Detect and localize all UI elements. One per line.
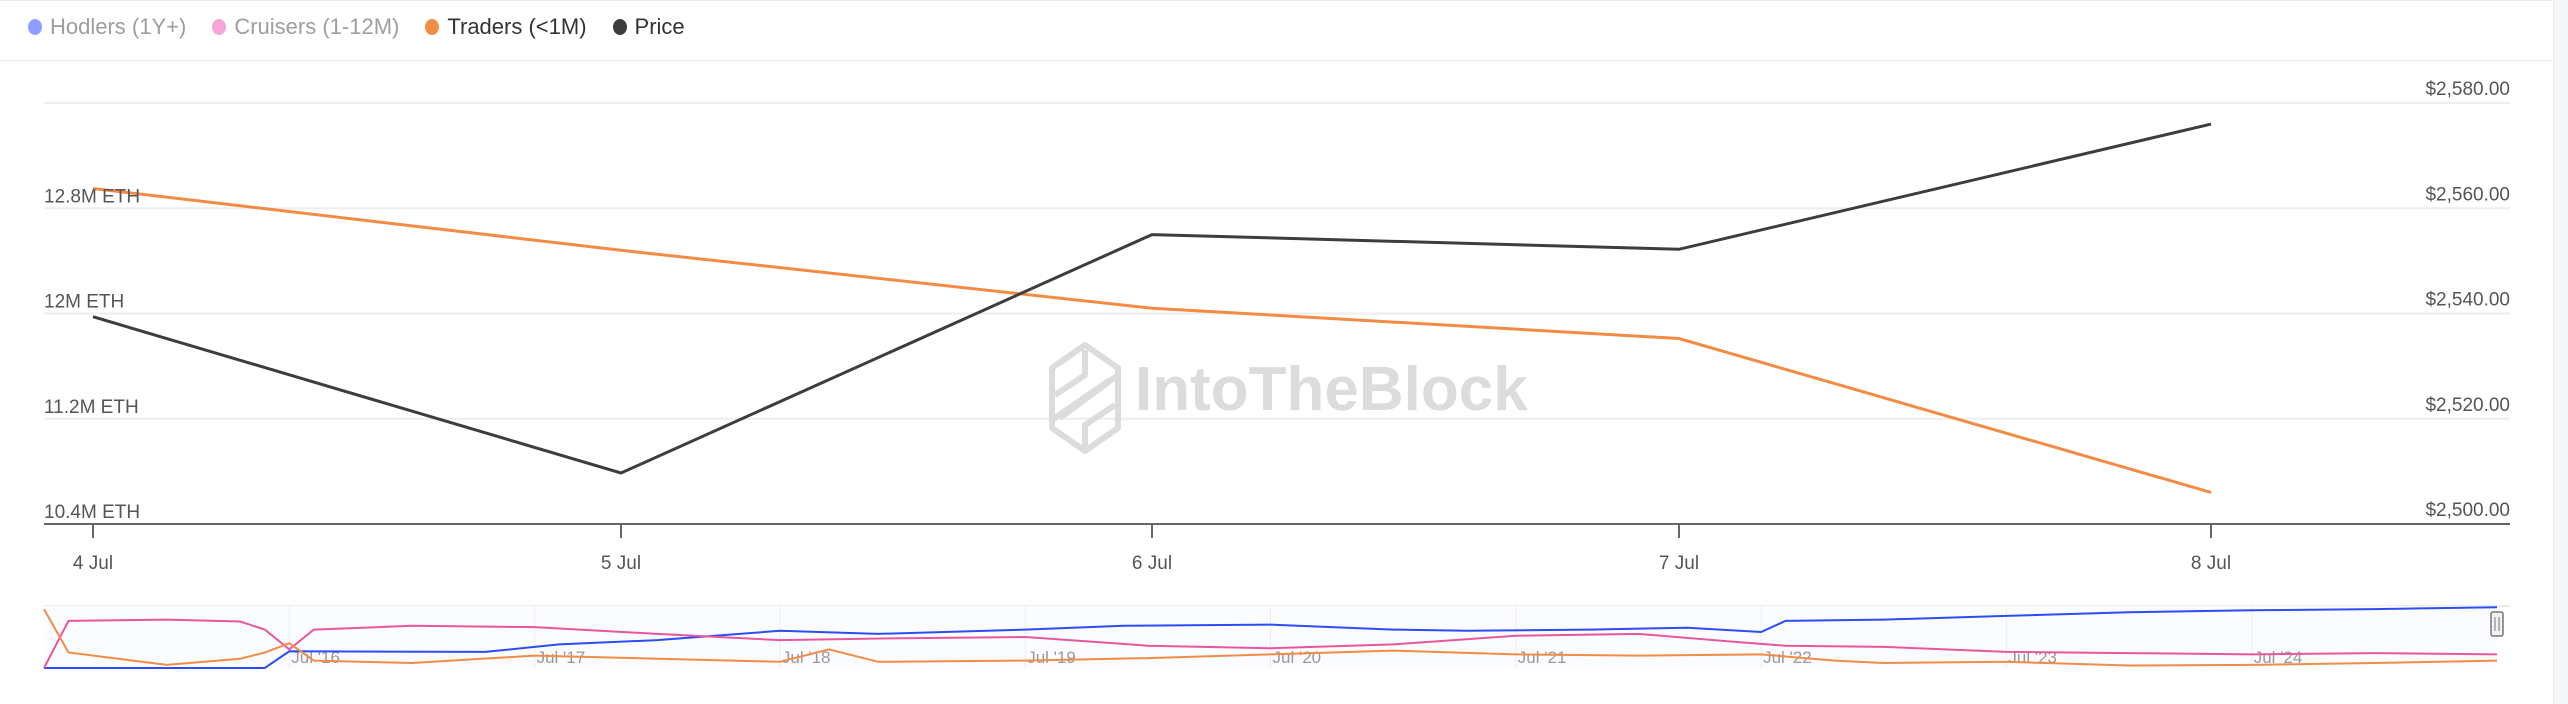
scrollbar-track[interactable]	[2553, 0, 2568, 704]
traders-dot-icon	[425, 19, 440, 35]
cruisers-dot-icon	[212, 19, 227, 35]
right-axis-label: $2,520.00	[2425, 395, 2510, 416]
navigator-label: Jul '20	[1273, 648, 1322, 667]
legend-item-hodlers[interactable]: Hodlers (1Y+)	[28, 14, 186, 40]
left-axis-label: 10.4M ETH	[44, 502, 140, 523]
x-axis-label: 5 Jul	[601, 553, 641, 574]
legend-label: Traders (<1M)	[447, 14, 587, 39]
legend-label: Hodlers (1Y+)	[50, 14, 187, 39]
right-axis-label: $2,580.00	[2425, 79, 2510, 100]
hodlers-dot-icon	[28, 19, 42, 35]
navigator-label: Jul '23	[2008, 648, 2057, 667]
legend-label: Cruisers (1-12M)	[234, 14, 400, 39]
legend-item-price[interactable]: Price	[612, 14, 685, 40]
left-axis-label: 12M ETH	[44, 292, 124, 313]
top-border	[0, 0, 2552, 1]
x-axis-label: 8 Jul	[2191, 553, 2231, 574]
right-axis-label: $2,540.00	[2425, 290, 2510, 311]
x-axis-label: 4 Jul	[73, 553, 113, 574]
x-axis-label: 7 Jul	[1659, 553, 1699, 574]
price-dot-icon	[612, 19, 627, 35]
navigator-label: Jul '17	[537, 648, 586, 667]
legend-item-cruisers[interactable]: Cruisers (1-12M)	[212, 14, 399, 40]
navigator-handle-icon[interactable]	[2490, 611, 2504, 637]
navigator[interactable]: Jul '16 Jul '17 Jul '18 Jul '19 Jul '20 Jul '…	[43, 605, 2510, 669]
series-line-traders	[92, 187, 2212, 494]
intotheblock-logo-icon	[1049, 342, 1121, 454]
navigator-series	[44, 606, 2498, 669]
navigator-label: Jul '19	[1027, 648, 1076, 667]
legend-item-traders[interactable]: Traders (<1M)	[425, 14, 587, 40]
left-axis-label: 12.8M ETH	[44, 186, 140, 207]
navigator-label: Jul '24	[2254, 648, 2303, 667]
left-axis-label: 11.2M ETH	[44, 397, 139, 418]
right-axis-label: $2,500.00	[2425, 500, 2510, 521]
legend: Hodlers (1Y+) Cruisers (1-12M) Traders (…	[28, 14, 685, 40]
navigator-label: Jul '21	[1518, 648, 1567, 667]
x-axis-label: 6 Jul	[1132, 553, 1172, 574]
legend-label: Price	[634, 14, 685, 39]
navigator-series	[43, 618, 2498, 669]
right-axis-label: $2,560.00	[2425, 184, 2510, 205]
watermark-text: IntoTheBlock	[1135, 355, 1528, 424]
legend-divider	[0, 60, 2552, 61]
series-line-price	[92, 122, 2212, 475]
navigator-series	[43, 608, 2498, 667]
watermark: IntoTheBlock	[1049, 342, 1528, 454]
